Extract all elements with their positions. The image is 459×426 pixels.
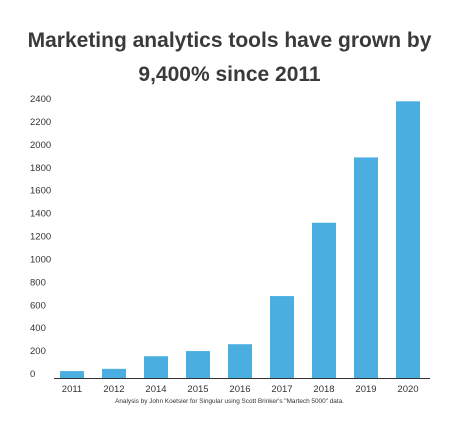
y-tick-label-400: 400 — [30, 323, 46, 334]
bars — [60, 101, 420, 379]
bar-2012 — [102, 368, 126, 378]
bar-2011 — [60, 371, 84, 378]
x-tick-label-2012: 2012 — [103, 384, 124, 395]
y-tick-label-0: 0 — [30, 369, 35, 380]
y-tick-label-200: 200 — [30, 346, 46, 357]
x-tick-label-2016: 2016 — [229, 384, 250, 395]
bar-2014 — [144, 356, 168, 378]
bar-2019 — [354, 157, 378, 378]
y-tick-label-1800: 1800 — [30, 163, 51, 174]
y-tick-label-800: 800 — [30, 277, 46, 288]
chart-footnote: Analysis by John Koetsier for Singular u… — [115, 398, 344, 405]
y-tick-label-1600: 1600 — [30, 186, 51, 197]
y-tick-label-1200: 1200 — [30, 232, 51, 243]
y-axis-tick-labels: 0 200 400 600 800 1000 1200 1400 1600 1800 2000 220… — [30, 94, 51, 380]
bar-2018 — [312, 222, 336, 378]
chart-title-line-2: 9,400% since 2011 — [138, 63, 321, 86]
x-tick-label-2014: 2014 — [145, 384, 166, 395]
bar-2016 — [228, 344, 252, 378]
y-tick-label-2000: 2000 — [30, 140, 51, 151]
bar-2015 — [186, 351, 210, 378]
y-tick-label-2400: 2400 — [30, 94, 51, 105]
chart-title-line-1: Marketing analytics tools have grown by — [27, 29, 432, 52]
y-tick-label-2200: 2200 — [30, 117, 51, 128]
x-tick-label-2011: 2011 — [62, 384, 82, 395]
chart-title: Marketing analytics tools have grown by … — [0, 24, 459, 92]
bar-2020 — [396, 101, 420, 379]
x-tick-label-2018: 2018 — [313, 384, 334, 395]
y-tick-label-1400: 1400 — [30, 209, 51, 220]
x-tick-label-2017: 2017 — [271, 384, 292, 395]
y-tick-label-1000: 1000 — [30, 254, 51, 265]
x-tick-label-2015: 2015 — [187, 384, 208, 395]
x-tick-label-2019: 2019 — [355, 384, 376, 395]
x-axis-tick-labels: 2011 2012 2014 2015 2016 2017 2018 2019 2020 — [62, 384, 419, 395]
x-tick-label-2020: 2020 — [397, 384, 418, 395]
y-tick-label-600: 600 — [30, 300, 46, 311]
bar-2017 — [270, 296, 294, 378]
